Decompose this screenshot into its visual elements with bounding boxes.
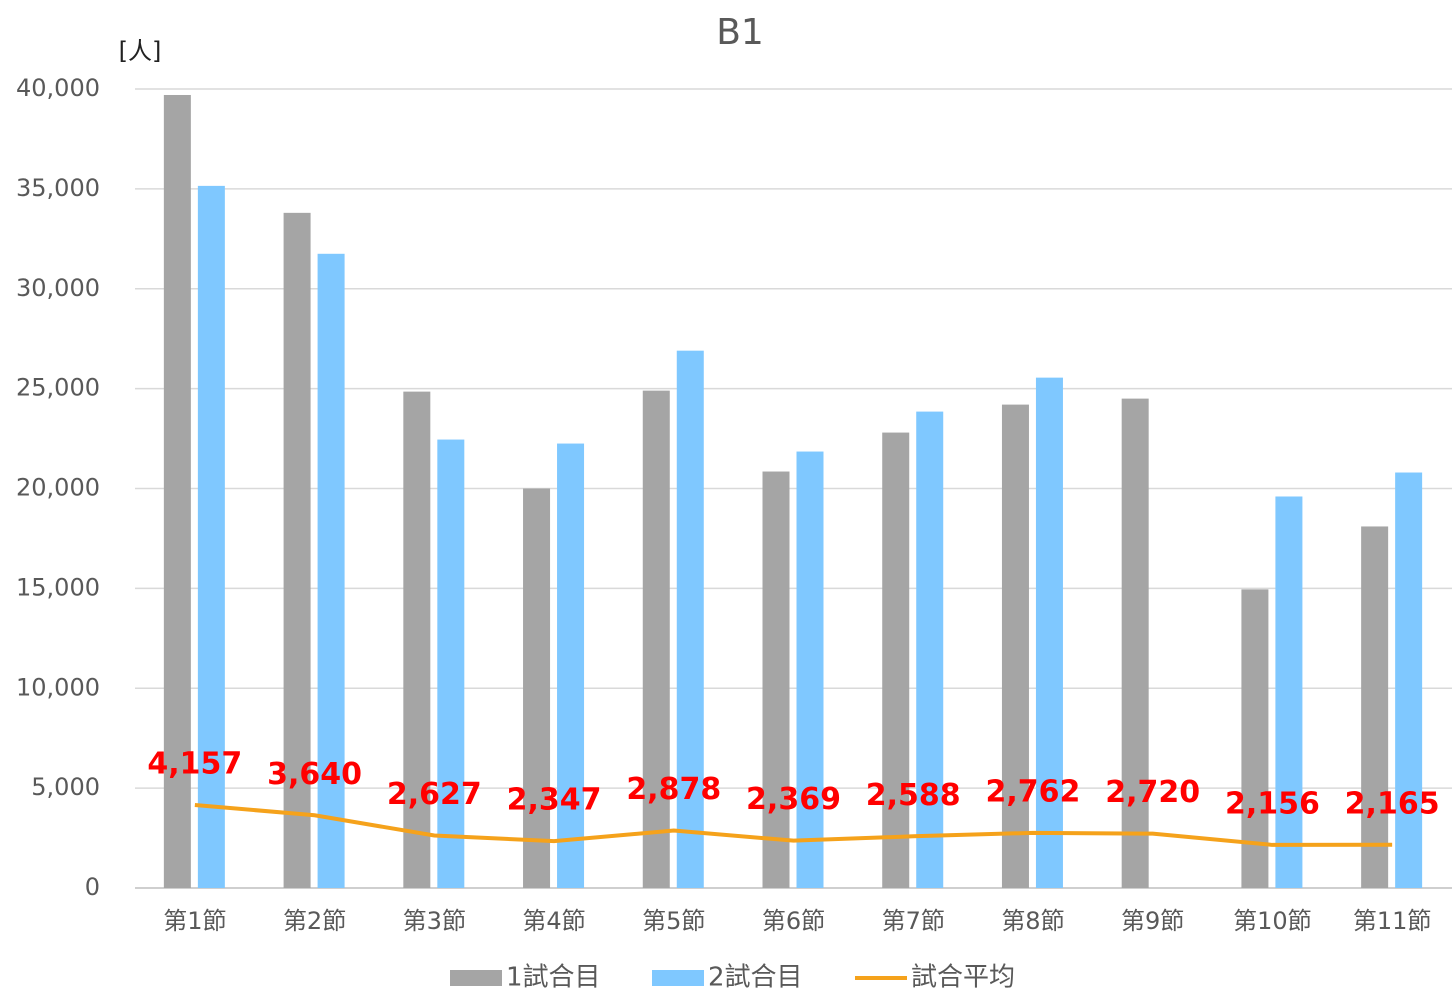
x-tick-label: 第11節 xyxy=(1353,907,1432,935)
y-tick-label: 30,000 xyxy=(16,274,100,302)
legend-label: 2試合目 xyxy=(708,963,803,993)
x-tick-label: 第2節 xyxy=(283,907,346,935)
x-tick-label: 第10節 xyxy=(1233,907,1312,935)
bar xyxy=(796,451,824,888)
bar xyxy=(676,350,704,888)
data-label: 2,347 xyxy=(507,783,602,818)
bar xyxy=(557,443,585,888)
y-tick-label: 35,000 xyxy=(16,174,100,202)
chart-title: B1 xyxy=(716,12,764,53)
y-tick-label: 10,000 xyxy=(16,673,100,701)
data-label: 4,157 xyxy=(147,746,242,781)
y-tick-label: 40,000 xyxy=(16,74,100,102)
x-tick-label: 第6節 xyxy=(762,907,825,935)
legend-swatch xyxy=(450,970,502,986)
bar xyxy=(1121,398,1149,888)
data-label: 3,640 xyxy=(267,757,362,792)
data-label: 2,878 xyxy=(626,772,721,807)
bar xyxy=(642,390,670,888)
data-label: 2,762 xyxy=(986,774,1081,809)
data-label: 2,369 xyxy=(746,782,841,817)
y-tick-label: 25,000 xyxy=(16,374,100,402)
legend-label: 試合平均 xyxy=(911,963,1015,993)
data-label: 2,627 xyxy=(387,777,482,812)
x-tick-label: 第5節 xyxy=(642,907,705,935)
y-tick-label: 15,000 xyxy=(16,573,100,601)
bar xyxy=(163,94,191,889)
legend-label: 1試合目 xyxy=(506,963,601,993)
x-tick-label: 第1節 xyxy=(163,907,226,935)
bar xyxy=(1001,404,1029,888)
x-tick-label: 第8節 xyxy=(1001,907,1064,935)
bar xyxy=(523,488,551,888)
bar xyxy=(762,471,790,888)
x-tick-label: 第3節 xyxy=(403,907,466,935)
bar xyxy=(1241,589,1269,888)
x-tick-label: 第4節 xyxy=(522,907,585,935)
bar xyxy=(1395,472,1423,888)
bar xyxy=(882,432,910,888)
data-label: 2,165 xyxy=(1345,786,1440,821)
bar xyxy=(403,391,431,888)
data-label: 2,156 xyxy=(1225,786,1320,821)
bar xyxy=(1361,526,1389,888)
bar xyxy=(197,185,225,888)
bar xyxy=(916,411,944,888)
y-tick-label: 0 xyxy=(85,873,100,901)
data-label: 2,588 xyxy=(866,778,961,813)
bar xyxy=(283,212,311,889)
line xyxy=(194,802,1393,847)
bar xyxy=(1275,496,1303,888)
x-tick-label: 第7節 xyxy=(882,907,945,935)
y-tick-label: 20,000 xyxy=(16,474,100,502)
legend-swatch xyxy=(652,970,704,986)
data-label: 2,720 xyxy=(1105,775,1200,810)
bar xyxy=(437,439,465,888)
y-unit-label: [人] xyxy=(119,37,162,65)
bar xyxy=(1035,377,1063,888)
y-tick-label: 5,000 xyxy=(31,773,100,801)
x-tick-label: 第9節 xyxy=(1121,907,1184,935)
bar xyxy=(317,253,345,888)
